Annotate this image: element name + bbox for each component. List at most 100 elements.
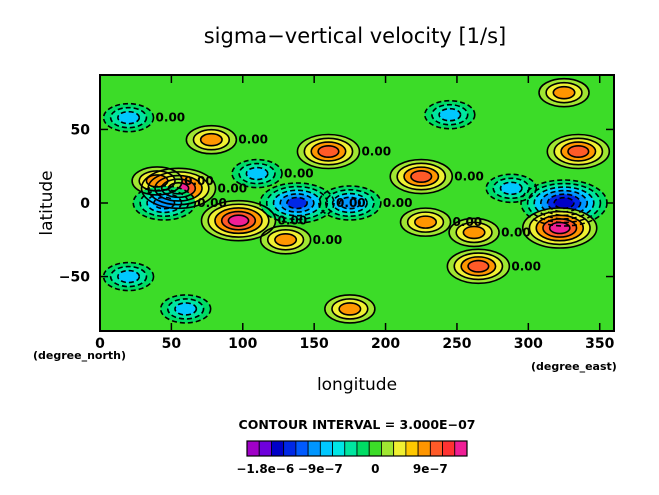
contour-line <box>160 178 197 199</box>
colorbar-swatch <box>295 440 309 457</box>
colorbar-frame <box>246 440 468 457</box>
contour-label: 0.00 <box>383 196 413 210</box>
contour-line <box>317 145 340 159</box>
contour-line <box>238 162 276 185</box>
contour-line <box>462 225 486 240</box>
contour-line <box>545 81 583 104</box>
contour-line <box>338 196 361 210</box>
colorbar-swatch <box>246 440 260 457</box>
contour-line <box>109 265 148 288</box>
contour-line <box>535 214 585 242</box>
plot-area <box>100 75 614 331</box>
contour-line <box>231 158 283 189</box>
field-feature <box>500 182 522 195</box>
contour-line <box>227 214 250 227</box>
colorbar-swatch <box>454 440 468 457</box>
contour-line <box>438 107 462 122</box>
contour-line <box>499 181 523 196</box>
x-tick-label: 150 <box>300 336 329 352</box>
contour-label: 0.00 <box>197 196 227 210</box>
colorbar-swatch <box>258 440 272 457</box>
contour-label-layer: 0.000.000.000.000.000.000.000.00 0.000.00… <box>156 111 541 274</box>
contour-label: 0.00 <box>313 233 343 247</box>
field-feature <box>339 197 361 209</box>
contour-line <box>207 203 270 238</box>
field-feature <box>468 260 489 272</box>
colorbar-tick-label: −1.8e−6 <box>236 462 294 476</box>
contour-line <box>567 145 590 159</box>
contour-line <box>102 261 155 292</box>
contour-line <box>406 211 445 233</box>
field-feature <box>286 197 308 209</box>
contour-label: 0.00 <box>501 225 531 239</box>
contour-line <box>431 103 469 126</box>
contour-line <box>259 182 335 224</box>
colorbar-swatch <box>368 440 382 457</box>
field-feature <box>274 233 297 246</box>
contour-line <box>166 298 205 320</box>
contour-line <box>259 224 312 255</box>
x-axis-label: longitude <box>317 375 397 395</box>
contour-line <box>117 269 141 284</box>
y-tick-label: 0 <box>80 196 90 212</box>
colorbar-tick-label: 9e−7 <box>413 462 448 476</box>
contour-line <box>331 192 368 214</box>
x-tick-label: 300 <box>514 336 543 352</box>
field-feature <box>117 111 140 124</box>
contour-line <box>102 102 155 133</box>
field-feature <box>174 302 197 315</box>
colorbar-swatch <box>283 440 297 457</box>
contour-label: 0.00 <box>511 259 541 273</box>
contour-line <box>548 221 571 235</box>
contour-line <box>185 124 238 155</box>
contour-line <box>553 137 604 166</box>
contour-line <box>560 141 597 162</box>
contour-line <box>424 99 476 130</box>
contour-line <box>389 158 454 195</box>
contour-line <box>331 298 369 320</box>
contour-line <box>453 252 504 281</box>
x-unit-label: (degree_east) <box>531 360 617 373</box>
colorbar-swatch <box>417 440 431 457</box>
y-axis: −50 0 50 <box>59 122 614 286</box>
field-feature <box>553 86 575 99</box>
field-feature <box>439 108 461 121</box>
contour-line <box>324 189 375 218</box>
contour-line <box>109 106 148 129</box>
contour-line <box>318 185 382 221</box>
contour-line <box>296 133 361 170</box>
field-feature <box>414 216 437 229</box>
contour-label: 0.00 <box>336 196 366 210</box>
field-feature <box>200 133 223 146</box>
contour-line <box>492 177 530 200</box>
contour-line <box>521 207 598 249</box>
contour-line <box>174 302 198 316</box>
colorbar-swatch <box>344 440 358 457</box>
contour-line <box>214 207 263 235</box>
y-tick-label: 50 <box>71 122 91 138</box>
contour-line <box>117 110 141 125</box>
field-feature <box>318 145 339 158</box>
field-feature <box>463 226 485 239</box>
contour-label: 0.00 <box>277 214 307 228</box>
contour-label: 0.00 <box>218 181 248 195</box>
contour-line <box>528 210 591 246</box>
contour-label: 0.00 <box>453 215 483 229</box>
contour-line <box>338 302 362 316</box>
contour-line <box>154 174 203 202</box>
colorbar-swatch <box>319 440 333 457</box>
contour-line <box>159 294 212 324</box>
field-feature <box>568 145 589 158</box>
contour-line <box>414 215 438 229</box>
contour-label: 0.00 <box>284 167 314 181</box>
y-tick-label: −50 <box>59 270 90 286</box>
colorbar-swatch <box>307 440 321 457</box>
contour-label: 0.00 <box>184 174 214 188</box>
y-axis-label: latitude <box>37 170 57 235</box>
contour-line <box>446 248 511 285</box>
y-unit-label: (degree_north) <box>33 349 126 362</box>
contour-line <box>200 199 277 242</box>
colorbar-swatch <box>405 440 419 457</box>
contour-label: 0.00 <box>156 111 186 125</box>
